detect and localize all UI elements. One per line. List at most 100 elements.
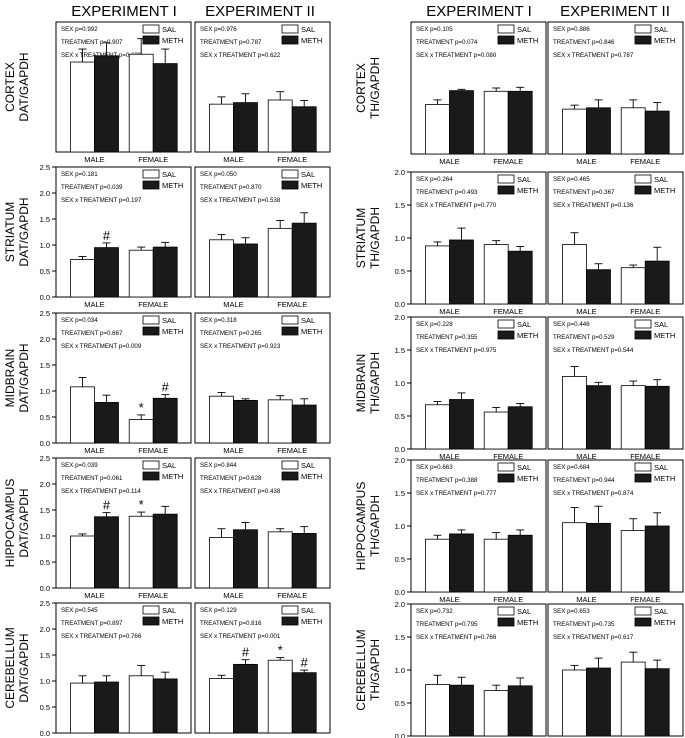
legend-label-meth: METH (654, 36, 675, 45)
y-tick-label: 0.0 (395, 732, 405, 738)
legend-swatch-sal (497, 174, 515, 184)
bar-sal (425, 404, 450, 450)
y-tick-label: 2.0 (395, 456, 405, 465)
bar-sal (562, 108, 587, 155)
stats-text: SEX p=0.545 (61, 607, 98, 614)
legend-label-sal: SAL (654, 320, 668, 329)
significance-marker: # (162, 380, 170, 395)
legend-label-sal: SAL (301, 606, 315, 615)
chart-panel: CORTEX DAT/GAPDH SEX p=0.992 TREATMENT p=0.… (3, 21, 192, 164)
bar-meth (94, 402, 119, 444)
y-tick-label: 2.0 (40, 335, 50, 344)
y-tick-label: 0.0 (395, 445, 405, 454)
plot-frame (55, 166, 192, 298)
y-axis-label-region: MIDBRAIN (3, 349, 17, 408)
stats-text: TREATMENT p=0.355 (416, 334, 478, 341)
stats-text: TREATMENT p=0.061 (61, 475, 123, 482)
legend-swatch-meth (281, 471, 299, 481)
stats-text: TREATMENT p=0.529 (553, 334, 615, 341)
legend-label-meth: METH (301, 472, 322, 481)
stats-text: SEX p=0.446 (553, 321, 590, 328)
legend-label-sal: SAL (654, 175, 668, 184)
legend-swatch-meth (634, 185, 652, 195)
stats-text: SEX p=0.976 (200, 26, 237, 33)
y-tick-label: 1.5 (40, 361, 50, 370)
legend-swatch-meth (497, 185, 515, 195)
y-axis-label-measure: TH/GAPDH (368, 495, 382, 557)
y-axis-label-region: MIDBRAIN (354, 354, 368, 413)
y-tick-label: 0.5 (40, 413, 50, 422)
bar-meth (291, 106, 317, 153)
legend-swatch-meth (281, 180, 299, 190)
plot-frame (547, 316, 684, 450)
x-category-label: MALE (576, 307, 596, 316)
legend-swatch-sal (634, 606, 652, 616)
stats-text: SEX p=0.732 (416, 608, 453, 615)
bar-sal (70, 61, 95, 153)
y-tick-label: 2.0 (40, 189, 50, 198)
legend-label-sal: SAL (162, 170, 176, 179)
bar-sal (620, 530, 646, 593)
y-tick-label: 1.0 (40, 387, 50, 396)
y-tick-label: 2.0 (40, 625, 50, 634)
bar-meth (586, 667, 611, 737)
y-tick-label: 1.0 (395, 379, 405, 388)
plot-frame (194, 602, 331, 734)
bar-sal (267, 531, 293, 589)
chart-panel: SEX p=0.844 TREATMENT p=0.628 SEX x TREATM… (194, 457, 331, 600)
stats-text: SEX p=0.039 (61, 462, 98, 469)
y-tick-label: 0.0 (40, 293, 50, 302)
stats-text: TREATMENT p=0.795 (416, 621, 478, 628)
bar-sal (267, 399, 293, 444)
bar-meth (507, 406, 533, 450)
legend-swatch-sal (142, 460, 160, 470)
y-axis-label-region: HIPPOCAMPUS (3, 479, 17, 568)
y-axis-label-region: CORTEX (354, 63, 368, 113)
significance-marker: * (278, 643, 283, 658)
stats-text: SEX x TREATMENT p=0.766 (416, 634, 497, 641)
bar-meth (449, 399, 474, 450)
legend-label-meth: METH (301, 36, 322, 45)
y-axis-label-measure: TH/GAPDH (368, 352, 382, 414)
significance-marker: # (103, 228, 111, 243)
plot-frame (55, 602, 192, 734)
legend-swatch-sal (497, 606, 515, 616)
bar-meth (233, 399, 258, 444)
significance-marker: * (139, 400, 144, 415)
stats-text: SEX p=0.844 (200, 462, 237, 469)
legend-swatch-sal (497, 319, 515, 329)
bar-sal (562, 244, 587, 305)
stats-text: SEX p=0.105 (416, 26, 453, 33)
chart-panel: SEX p=0.318 TREATMENT p=0.265 SEX x TREATM… (194, 312, 331, 455)
chart-panel: SEX p=0.976 TREATMENT p=0.787 SEX x TREATM… (194, 21, 331, 164)
bar-sal (620, 107, 646, 155)
y-tick-label: 0.5 (40, 703, 50, 712)
x-category-label: MALE (84, 446, 104, 455)
bar-sal (209, 678, 234, 734)
bar-meth (507, 685, 533, 737)
plot-frame (547, 21, 684, 155)
bar-sal (483, 538, 509, 593)
y-tick-label: 1.5 (40, 506, 50, 515)
chart-panel: 0.0 0.5 1.0 1.5 2.0 HIPPOCAMPUS TH/GAPDH SEX p=… (354, 456, 547, 604)
bar-sal (267, 99, 293, 153)
stats-text: SEX x TREATMENT p=0.544 (553, 347, 634, 354)
bar-sal (267, 227, 293, 298)
legend-label-sal: SAL (162, 461, 176, 470)
plot-frame (55, 457, 192, 589)
legend-label-sal: SAL (301, 25, 315, 34)
y-tick-label: 0.0 (395, 300, 405, 309)
bar-sal (483, 244, 509, 305)
bar-meth (644, 668, 670, 737)
stats-text: SEX x TREATMENT p=0.617 (553, 634, 634, 641)
y-tick-label: 2.0 (395, 600, 405, 609)
plot-frame (55, 312, 192, 444)
stats-text: TREATMENT p=0.846 (553, 39, 615, 46)
y-axis-label-measure: DAT/GAPDH (17, 633, 31, 702)
y-tick-label: 1.0 (395, 234, 405, 243)
bar-sal (425, 538, 450, 593)
stats-text: SEX x TREATMENT p=0.136 (553, 202, 634, 209)
legend-swatch-meth (634, 473, 652, 483)
bar-meth (507, 534, 533, 593)
